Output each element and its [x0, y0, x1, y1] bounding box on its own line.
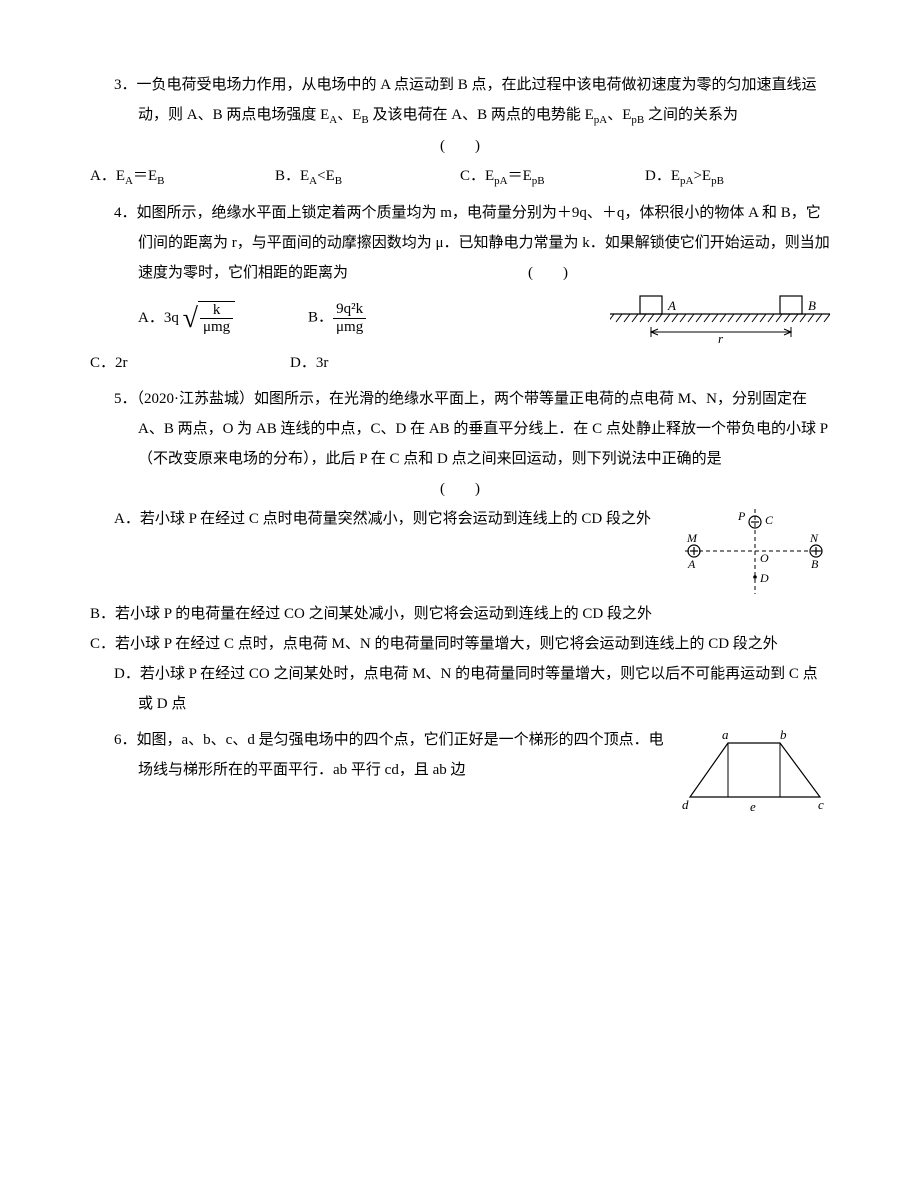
q4-opt-c: C．2r: [90, 348, 290, 378]
q5-figure: P C M A N B O D: [680, 504, 830, 599]
svg-text:B: B: [811, 557, 819, 571]
q5-num: 5．: [114, 391, 137, 407]
question-5: 5．（2020·江苏盐城）如图所示，在光滑的绝缘水平面上，两个带等量正电荷的点电…: [90, 384, 830, 719]
q6-figure: a b d c e: [680, 725, 830, 815]
svg-text:c: c: [818, 797, 824, 812]
q5-opt-d: D．若小球 P 在经过 CO 之间某处时，点电荷 M、N 的电荷量同时等量增大，…: [90, 659, 830, 719]
question-4: 4．如图所示，绝缘水平面上锁定着两个质量均为 m，电荷量分别为＋9q、＋q，体积…: [90, 198, 830, 378]
q3-stem: 3．一负电荷受电场力作用，从电场中的 A 点运动到 B 点，在此过程中该电荷做初…: [90, 70, 830, 131]
q6-num: 6．: [114, 732, 137, 748]
q4-row-cd: C．2r D．3r: [90, 348, 830, 378]
q3-opt-a: A．EA＝EB: [90, 161, 275, 192]
q3-options: A．EA＝EB B．EA<EB C．EpA＝EpB D．EpA>EpB: [90, 161, 830, 192]
q5-opt-c: C．若小球 P 在经过 C 点时，点电荷 M、N 的电荷量同时等量增大，则它将会…: [90, 629, 830, 659]
svg-text:e: e: [750, 799, 756, 814]
q3-opt-b: B．EA<EB: [275, 161, 460, 192]
q4-figure: A B r: [610, 288, 830, 348]
svg-text:A: A: [667, 298, 676, 313]
svg-text:b: b: [780, 727, 787, 742]
q4-row-ab: A．3q √kμmg B．9q²kμmg A B r: [90, 288, 830, 348]
q5-paren: ( ): [90, 474, 830, 504]
q4-opt-b: B．9q²kμmg: [308, 301, 478, 335]
svg-text:D: D: [759, 571, 769, 585]
q4-stem: 4．如图所示，绝缘水平面上锁定着两个质量均为 m，电荷量分别为＋9q、＋q，体积…: [90, 198, 830, 288]
q5-opt-b: B．若小球 P 的电荷量在经过 CO 之间某处减小，则它将会运动到连线上的 CD…: [90, 599, 830, 629]
q4-opt-d: D．3r: [290, 348, 830, 378]
q5-source: （2020·江苏盐城）: [137, 391, 255, 407]
q3-num: 3．: [114, 77, 137, 93]
svg-text:A: A: [687, 557, 696, 571]
svg-text:N: N: [809, 531, 819, 545]
svg-text:P: P: [737, 509, 746, 523]
svg-text:O: O: [760, 551, 769, 565]
q3-paren: ( ): [90, 131, 830, 161]
svg-text:B: B: [808, 298, 816, 313]
q4-opt-a: A．3q √kμmg: [138, 301, 308, 336]
svg-text:d: d: [682, 797, 689, 812]
svg-text:M: M: [686, 531, 698, 545]
question-3: 3．一负电荷受电场力作用，从电场中的 A 点运动到 B 点，在此过程中该电荷做初…: [90, 70, 830, 192]
question-6: a b d c e 6．如图，a、b、c、d 是匀强电场中的四个点，它们正好是一…: [90, 725, 830, 815]
svg-text:C: C: [765, 513, 774, 527]
svg-text:r: r: [718, 331, 724, 346]
svg-text:a: a: [722, 727, 729, 742]
q3-opt-d: D．EpA>EpB: [645, 161, 830, 192]
q5-stem: 5．（2020·江苏盐城）如图所示，在光滑的绝缘水平面上，两个带等量正电荷的点电…: [90, 384, 830, 474]
q3-opt-c: C．EpA＝EpB: [460, 161, 645, 192]
q4-num: 4．: [114, 205, 137, 221]
